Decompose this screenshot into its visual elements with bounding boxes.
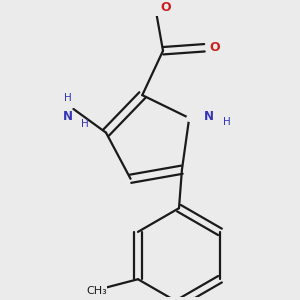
Text: H: H <box>64 93 71 103</box>
Text: N: N <box>204 110 214 123</box>
Text: CH₃: CH₃ <box>86 286 107 296</box>
Text: H: H <box>81 119 89 129</box>
Text: O: O <box>209 41 220 54</box>
Text: O: O <box>161 1 171 14</box>
Text: N: N <box>63 110 73 124</box>
Text: H: H <box>223 118 231 128</box>
